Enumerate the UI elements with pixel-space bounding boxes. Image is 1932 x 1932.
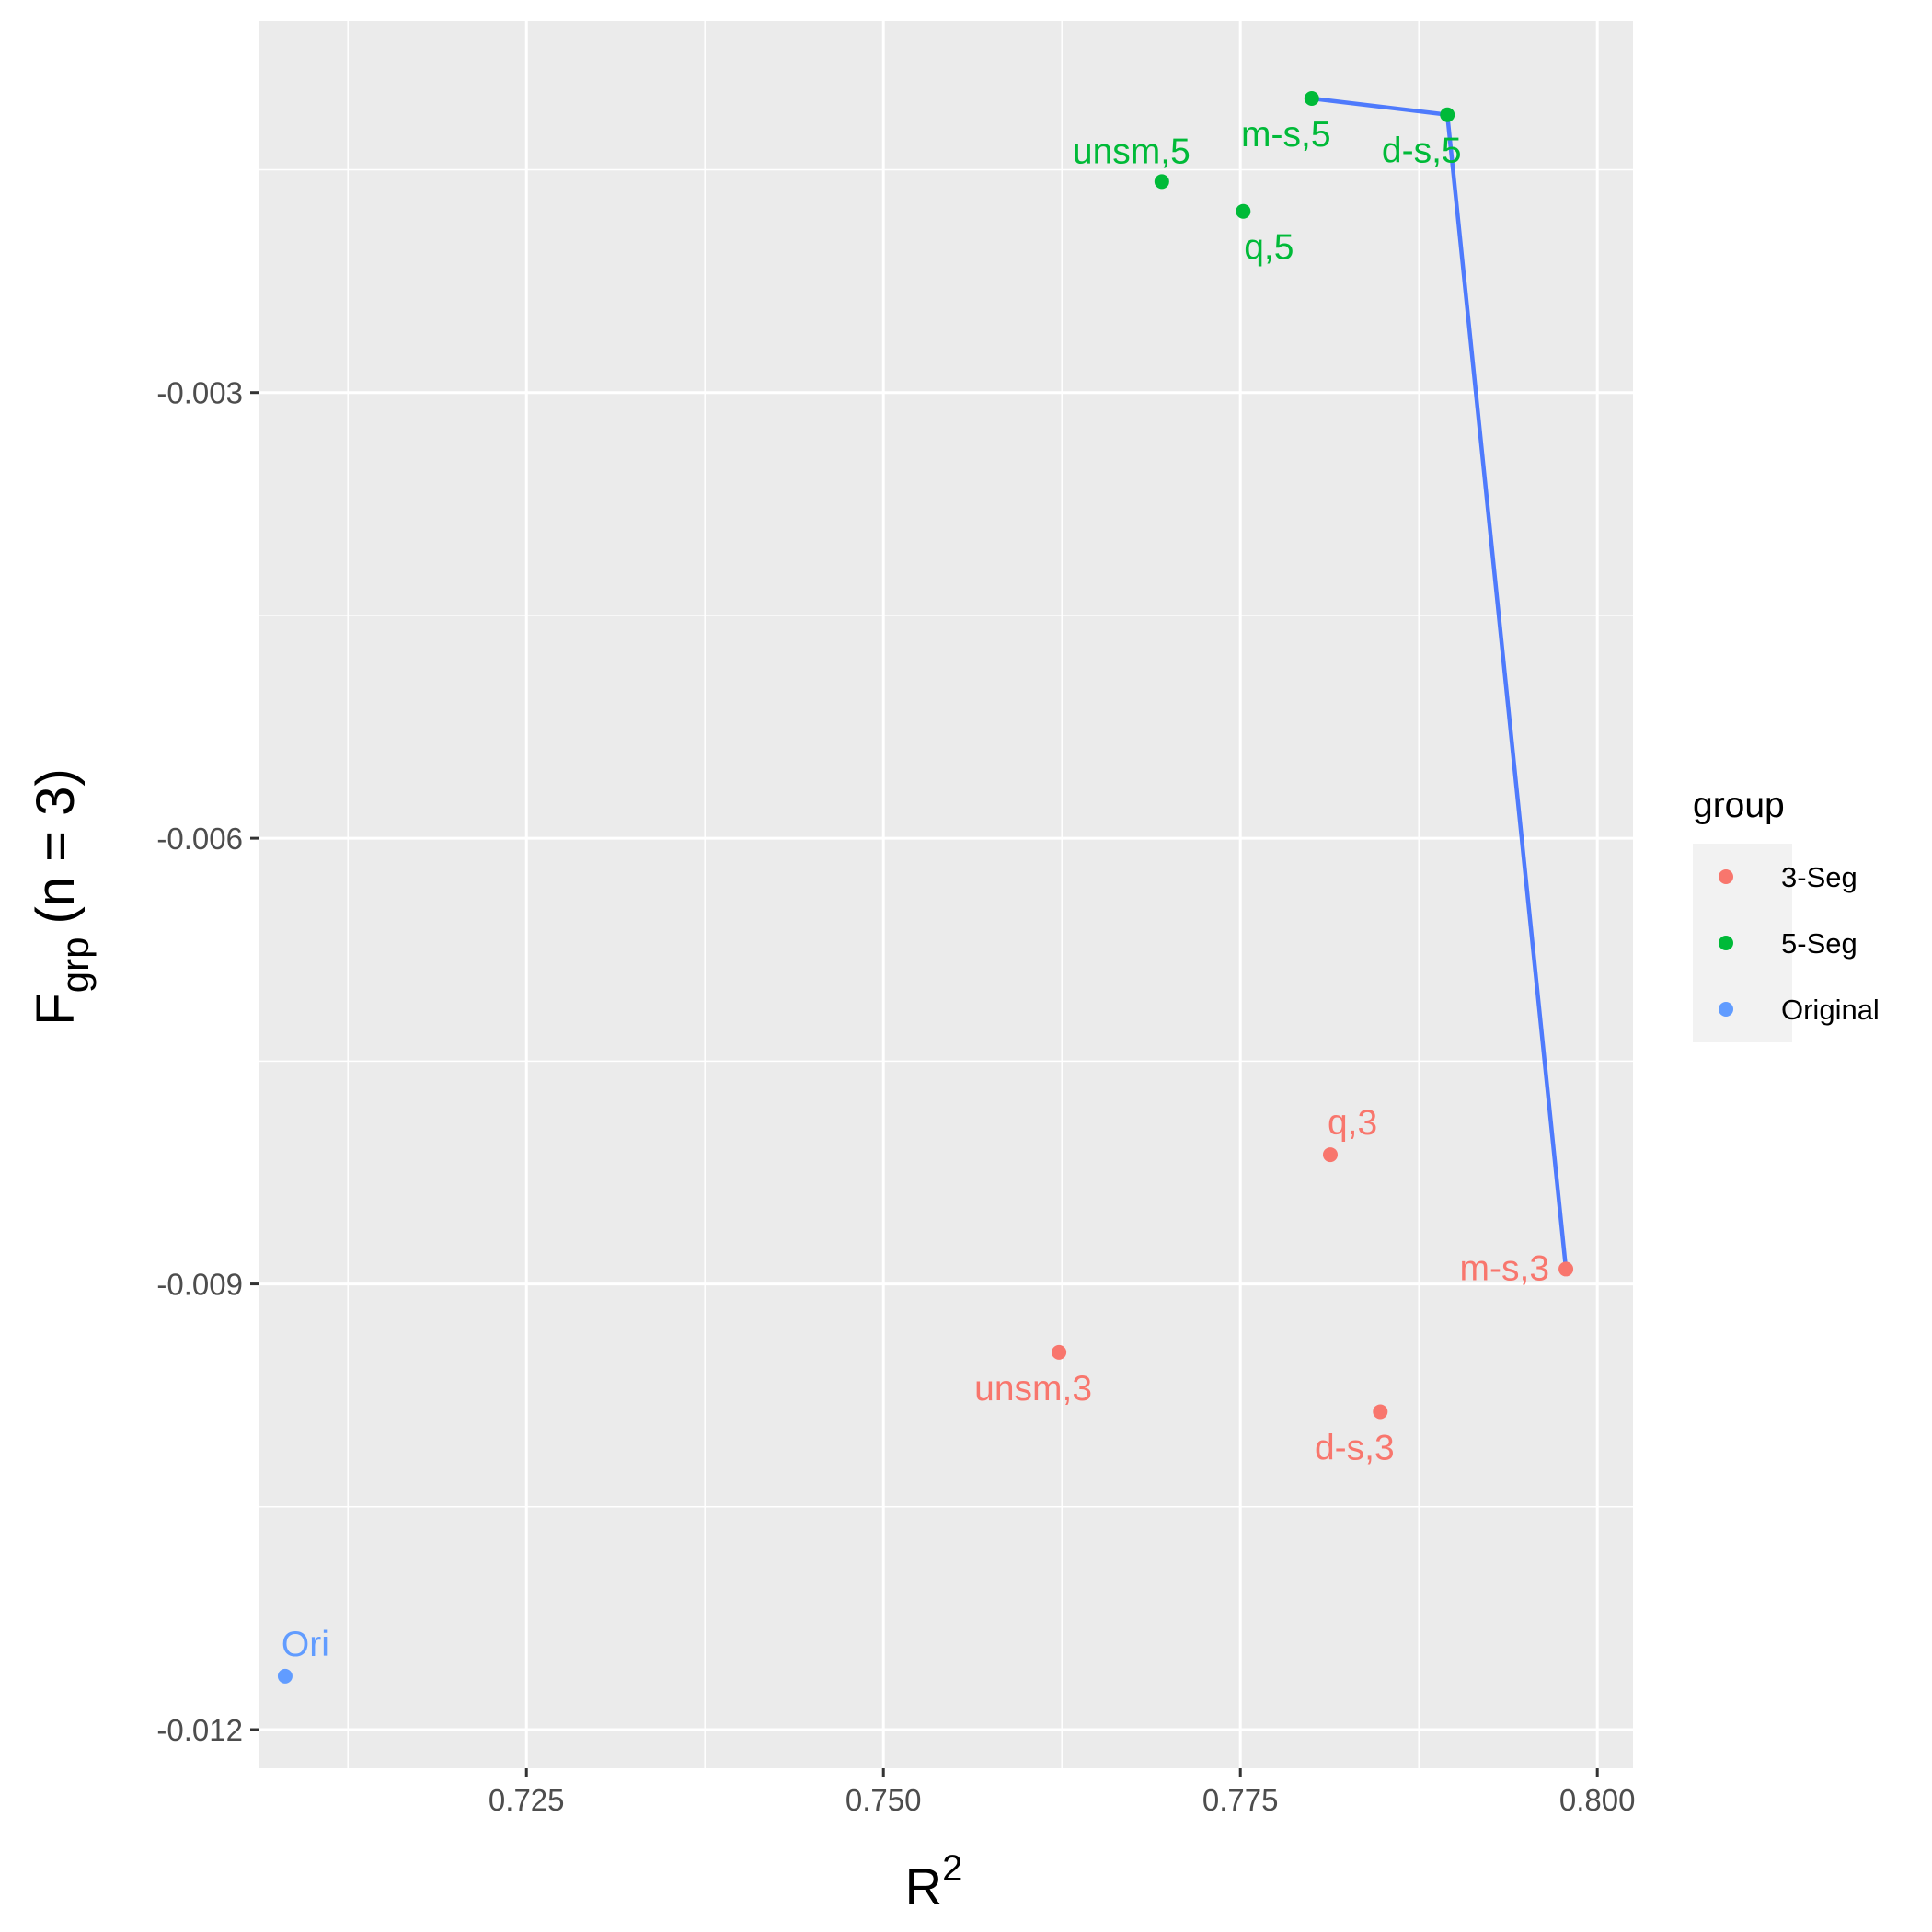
- x-axis-title-base: R: [905, 1857, 942, 1915]
- point-label: q,5: [1244, 228, 1294, 268]
- data-points: [277, 90, 1574, 1684]
- legend: group 3-Seg 5-Seg Original: [1693, 786, 1880, 1042]
- y-tick-label: -0.009: [156, 1268, 243, 1302]
- point-label: Ori: [282, 1625, 329, 1664]
- data-point: [1154, 174, 1169, 190]
- point-label: m-s,3: [1460, 1248, 1550, 1288]
- y-tick-labels: -0.003 -0.006 -0.009 -0.012: [156, 376, 243, 1747]
- data-point: [1373, 1404, 1388, 1420]
- legend-label: 3-Seg: [1781, 861, 1857, 893]
- x-axis-title: R2: [905, 1848, 963, 1915]
- point-label: d-s,5: [1382, 132, 1462, 171]
- data-point: [1558, 1261, 1574, 1277]
- x-axis-title-sup: 2: [942, 1848, 962, 1889]
- y-tick-label: -0.006: [156, 822, 243, 856]
- point-label: m-s,5: [1241, 115, 1331, 155]
- plot-panel: [259, 21, 1633, 1768]
- data-point: [1440, 107, 1455, 122]
- data-point: [1052, 1344, 1067, 1360]
- y-axis-title-rest: (n = 3): [26, 768, 86, 924]
- data-point: [277, 1668, 293, 1684]
- legend-entries: 3-Seg 5-Seg Original: [1719, 861, 1880, 1026]
- legend-key-background: [1693, 844, 1792, 1042]
- data-point: [1304, 90, 1319, 106]
- legend-key: [1719, 869, 1733, 884]
- x-tick-label: 0.800: [1559, 1783, 1636, 1817]
- x-tick-label: 0.725: [489, 1783, 565, 1817]
- point-label: d-s,3: [1315, 1428, 1395, 1467]
- legend-label: Original: [1781, 994, 1880, 1026]
- y-axis-title-sub: grp: [53, 937, 97, 994]
- x-tick-labels: 0.725 0.750 0.775 0.800: [489, 1783, 1636, 1817]
- grid-major: [259, 21, 1633, 1768]
- point-label: unsm,3: [974, 1369, 1092, 1409]
- legend-key: [1719, 1002, 1733, 1017]
- y-tick-label: -0.012: [156, 1713, 243, 1747]
- point-labels: q,3 m-s,3 unsm,3 d-s,3 m-s,5 d-s,5 unsm,5 q,5 Or…: [282, 115, 1549, 1664]
- y-tick-label: -0.003: [156, 376, 243, 410]
- x-tick-label: 0.775: [1202, 1783, 1279, 1817]
- data-point: [1322, 1147, 1338, 1163]
- legend-key: [1719, 936, 1733, 950]
- point-label: unsm,5: [1073, 132, 1190, 171]
- data-point: [1236, 203, 1251, 219]
- x-tick-label: 0.750: [845, 1783, 922, 1817]
- legend-title: group: [1693, 786, 1785, 825]
- y-axis-title: Fgrp (n = 3): [26, 768, 97, 1025]
- legend-label: 5-Seg: [1781, 927, 1857, 960]
- grid-minor: [259, 21, 1633, 1768]
- y-axis-title-base: F: [26, 993, 86, 1025]
- point-label: q,3: [1328, 1103, 1377, 1143]
- axis-ticks: [250, 391, 1599, 1777]
